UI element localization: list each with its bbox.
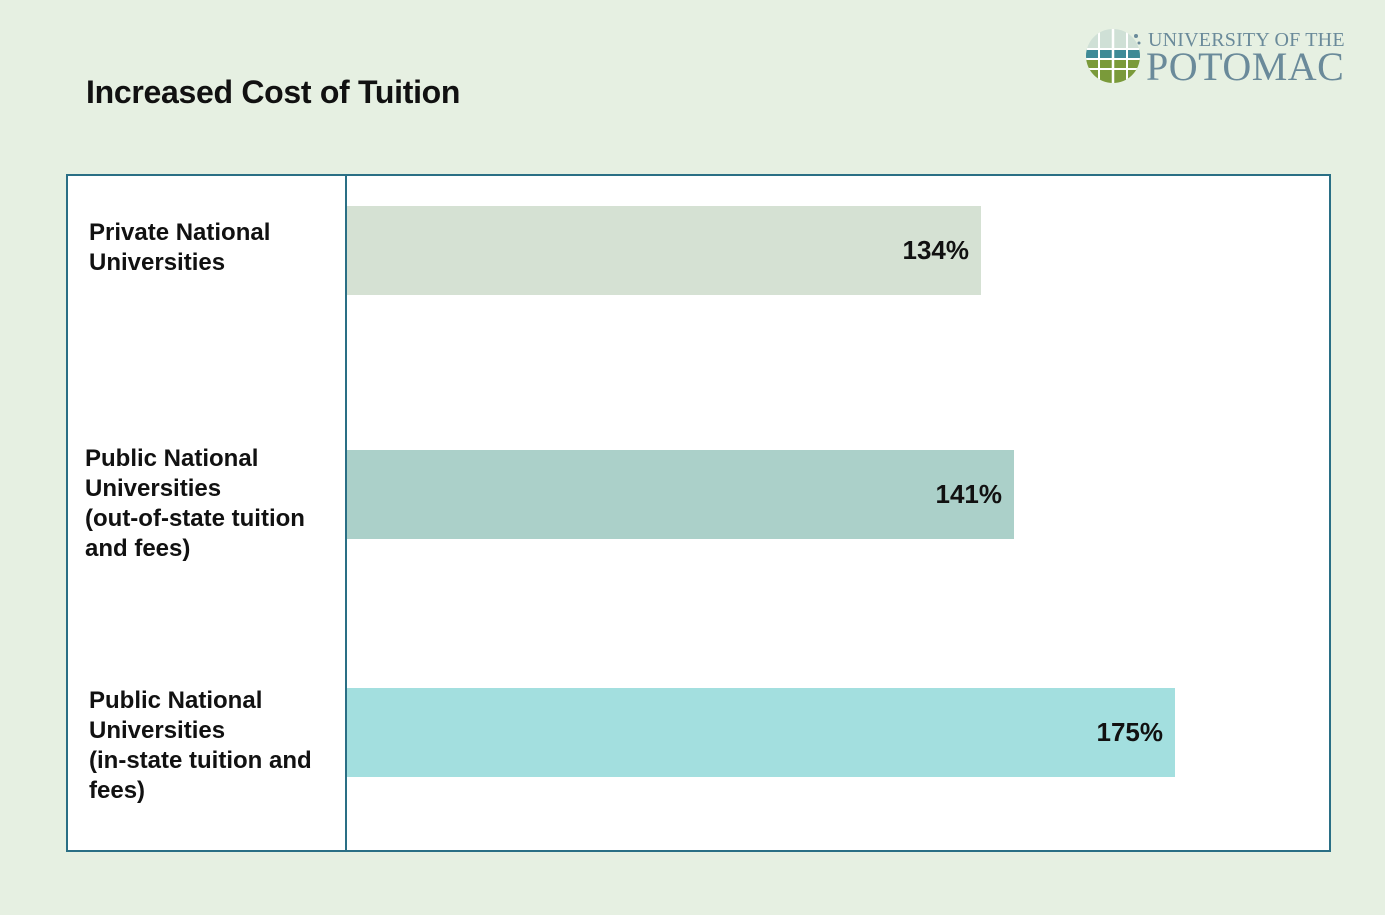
university-logo: UNIVERSITY OF THE POTOMAC bbox=[1084, 27, 1364, 89]
logo-text-top: UNIVERSITY OF THE bbox=[1148, 29, 1345, 51]
bar bbox=[347, 688, 1175, 777]
chart-title: Increased Cost of Tuition bbox=[86, 74, 461, 110]
bar-value-label: 134% bbox=[902, 234, 970, 265]
bar bbox=[347, 206, 981, 295]
logo-text-main: POTOMAC bbox=[1146, 44, 1345, 89]
bar-value-label: 141% bbox=[935, 478, 1003, 509]
category-label: Public National Universities (out-of-sta… bbox=[85, 445, 305, 562]
category-axis-divider bbox=[345, 174, 347, 852]
category-label: Private National Universities bbox=[89, 219, 271, 276]
globe-icon bbox=[1086, 29, 1141, 83]
bar-value-label: 175% bbox=[1096, 716, 1164, 747]
bar bbox=[347, 450, 1014, 539]
category-label: Public National Universities (in-state t… bbox=[89, 687, 312, 804]
